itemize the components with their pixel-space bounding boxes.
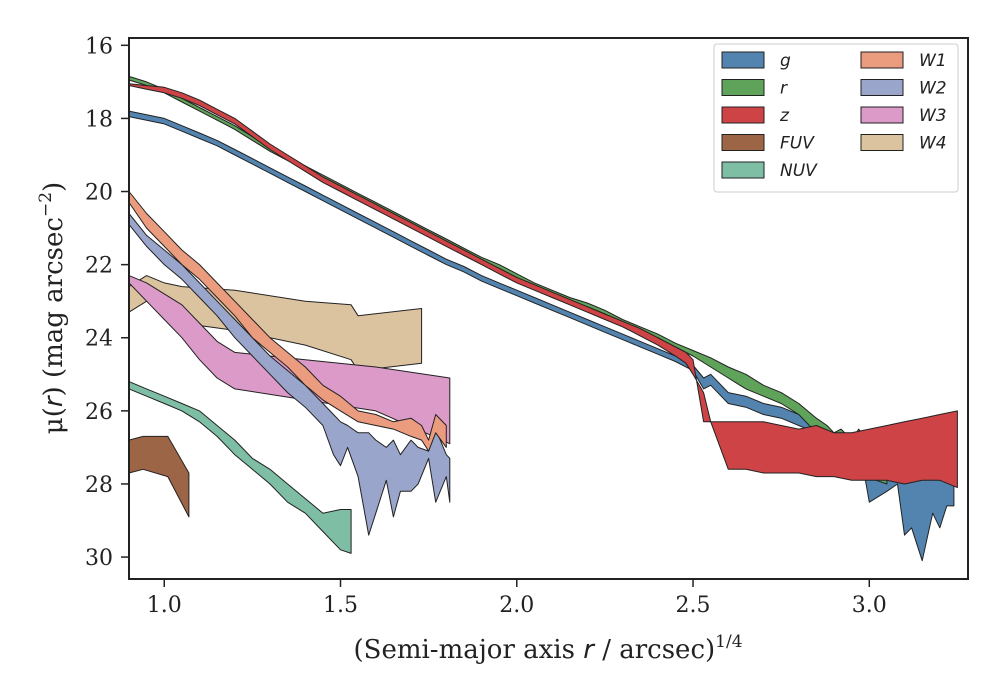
band-fuv (128, 435, 190, 518)
x-axis-label: (Semi-major axis r / arcsec)1/4 (353, 632, 742, 665)
x-tick-label: 2.5 (676, 593, 711, 618)
legend-label-r: r (780, 79, 788, 99)
legend-swatch-w1 (860, 51, 904, 69)
legend-label-nuv: NUV (780, 161, 818, 181)
band-w2 (128, 213, 451, 536)
x-tick-label: 1.5 (323, 593, 358, 618)
legend-label-g: g (780, 51, 791, 71)
y-tick-label: 18 (85, 107, 113, 132)
legend-label-w3: W3 (919, 106, 947, 126)
band-w1 (128, 191, 447, 452)
x-tick-label: 3.0 (852, 593, 887, 618)
y-tick-label: 20 (85, 181, 113, 206)
y-tick-label: 28 (85, 473, 113, 498)
legend-swatch-r (721, 79, 765, 96)
legend-swatch-fuv (721, 134, 765, 151)
x-tick-label: 1.0 (147, 593, 182, 618)
legend: grz FUV NUV W1 W2 W3 W4 (713, 43, 959, 193)
legend-swatch-z (721, 106, 765, 124)
y-tick-label: 22 (85, 254, 113, 279)
legend-label-z: z (779, 106, 790, 126)
legend-swatch-nuv (721, 161, 765, 179)
y-tick-label: 26 (85, 400, 113, 425)
legend-label-w1: W1 (919, 51, 947, 71)
legend-swatch-w3 (860, 106, 904, 124)
legend-swatch-w4 (860, 134, 904, 151)
legend-swatch-w2 (860, 79, 904, 96)
band-z (128, 83, 958, 489)
y-tick-label: 24 (85, 327, 113, 352)
legend-label-fuv: FUV (780, 134, 815, 154)
legend-swatch-g (721, 51, 765, 69)
band-g (128, 110, 955, 562)
legend-label-w2: W2 (919, 79, 947, 99)
x-tick-label: 2.0 (499, 593, 534, 618)
legend-label-w4: W4 (919, 134, 947, 154)
ticks-layer: 1.0 1.5 2.0 2.5 3.0 16 18 20 22 24 26 28 30 (85, 34, 887, 618)
series-layer (128, 75, 958, 562)
band-nuv (128, 381, 352, 554)
y-tick-label: 30 (85, 546, 113, 571)
plot-frame (128, 37, 969, 580)
y-axis-label: μ(r) (mag arcsec−2) (36, 182, 69, 434)
y-tick-label: 16 (85, 34, 113, 59)
